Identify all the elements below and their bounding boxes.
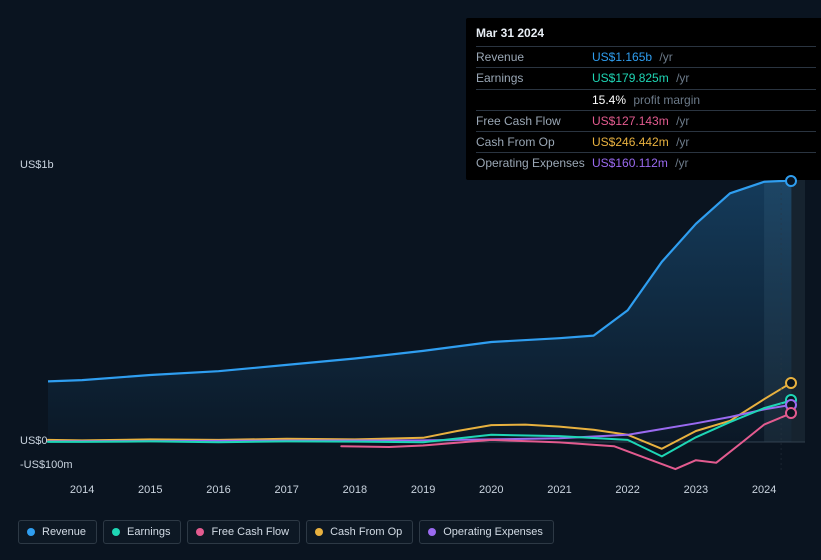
tooltip-row-value: US$127.143m /yr: [592, 113, 689, 129]
legend-item-revenue[interactable]: Revenue: [18, 520, 97, 544]
tooltip-row-value: 15.4% profit margin: [592, 92, 700, 108]
marker-revenue: [785, 175, 797, 187]
chart-tooltip: Mar 31 2024 RevenueUS$1.165b /yrEarnings…: [466, 18, 821, 180]
legend-dot: [315, 528, 323, 536]
x-tick-label: 2020: [479, 484, 503, 496]
x-tick-label: 2024: [752, 484, 776, 496]
legend-label: Revenue: [42, 526, 86, 538]
marker-free_cash_flow: [785, 407, 797, 419]
x-tick-label: 2018: [343, 484, 367, 496]
tooltip-row-value: US$1.165b /yr: [592, 49, 673, 65]
x-tick-label: 2021: [547, 484, 571, 496]
y-tick-label: US$0: [20, 435, 48, 447]
y-tick-label: US$1b: [20, 159, 54, 171]
tooltip-title: Mar 31 2024: [476, 25, 816, 46]
y-tick-label: -US$100m: [20, 459, 73, 471]
tooltip-row-cfo: Cash From OpUS$246.442m /yr: [476, 131, 816, 152]
x-tick-label: 2019: [411, 484, 435, 496]
tooltip-row-value: US$246.442m /yr: [592, 134, 689, 150]
tooltip-row-label: Earnings: [476, 70, 592, 86]
tooltip-row-fcf: Free Cash FlowUS$127.143m /yr: [476, 110, 816, 131]
legend-item-cash-from-op[interactable]: Cash From Op: [306, 520, 413, 544]
tooltip-row-value: US$160.112m /yr: [592, 155, 689, 171]
x-tick-label: 2015: [138, 484, 162, 496]
legend-dot: [112, 528, 120, 536]
x-tick-label: 2023: [684, 484, 708, 496]
tooltip-row-revenue: RevenueUS$1.165b /yr: [476, 46, 816, 67]
tooltip-row-label: Operating Expenses: [476, 155, 592, 171]
legend-label: Free Cash Flow: [211, 526, 289, 538]
tooltip-row-label: Revenue: [476, 49, 592, 65]
tooltip-row-opex: Operating ExpensesUS$160.112m /yr: [476, 152, 816, 173]
legend-label: Cash From Op: [330, 526, 402, 538]
tooltip-row-label: Free Cash Flow: [476, 113, 592, 129]
x-tick-label: 2022: [615, 484, 639, 496]
legend-item-free-cash-flow[interactable]: Free Cash Flow: [187, 520, 300, 544]
tooltip-row-margin: 15.4% profit margin: [476, 89, 816, 110]
tooltip-row-label: Cash From Op: [476, 134, 592, 150]
tooltip-row-value: US$179.825m /yr: [592, 70, 689, 86]
legend-dot: [196, 528, 204, 536]
tooltip-row-label: [476, 92, 592, 108]
x-tick-label: 2014: [70, 484, 94, 496]
marker-cash_from_op: [785, 377, 797, 389]
legend-label: Operating Expenses: [443, 526, 543, 538]
chart-legend: Revenue Earnings Free Cash Flow Cash From O…: [18, 520, 554, 544]
legend-dot: [27, 528, 35, 536]
x-tick-label: 2017: [274, 484, 298, 496]
x-tick-label: 2016: [206, 484, 230, 496]
legend-dot: [428, 528, 436, 536]
tooltip-row-earnings: EarningsUS$179.825m /yr: [476, 67, 816, 88]
legend-label: Earnings: [127, 526, 170, 538]
legend-item-earnings[interactable]: Earnings: [103, 520, 181, 544]
legend-item-operating-expenses[interactable]: Operating Expenses: [419, 520, 554, 544]
